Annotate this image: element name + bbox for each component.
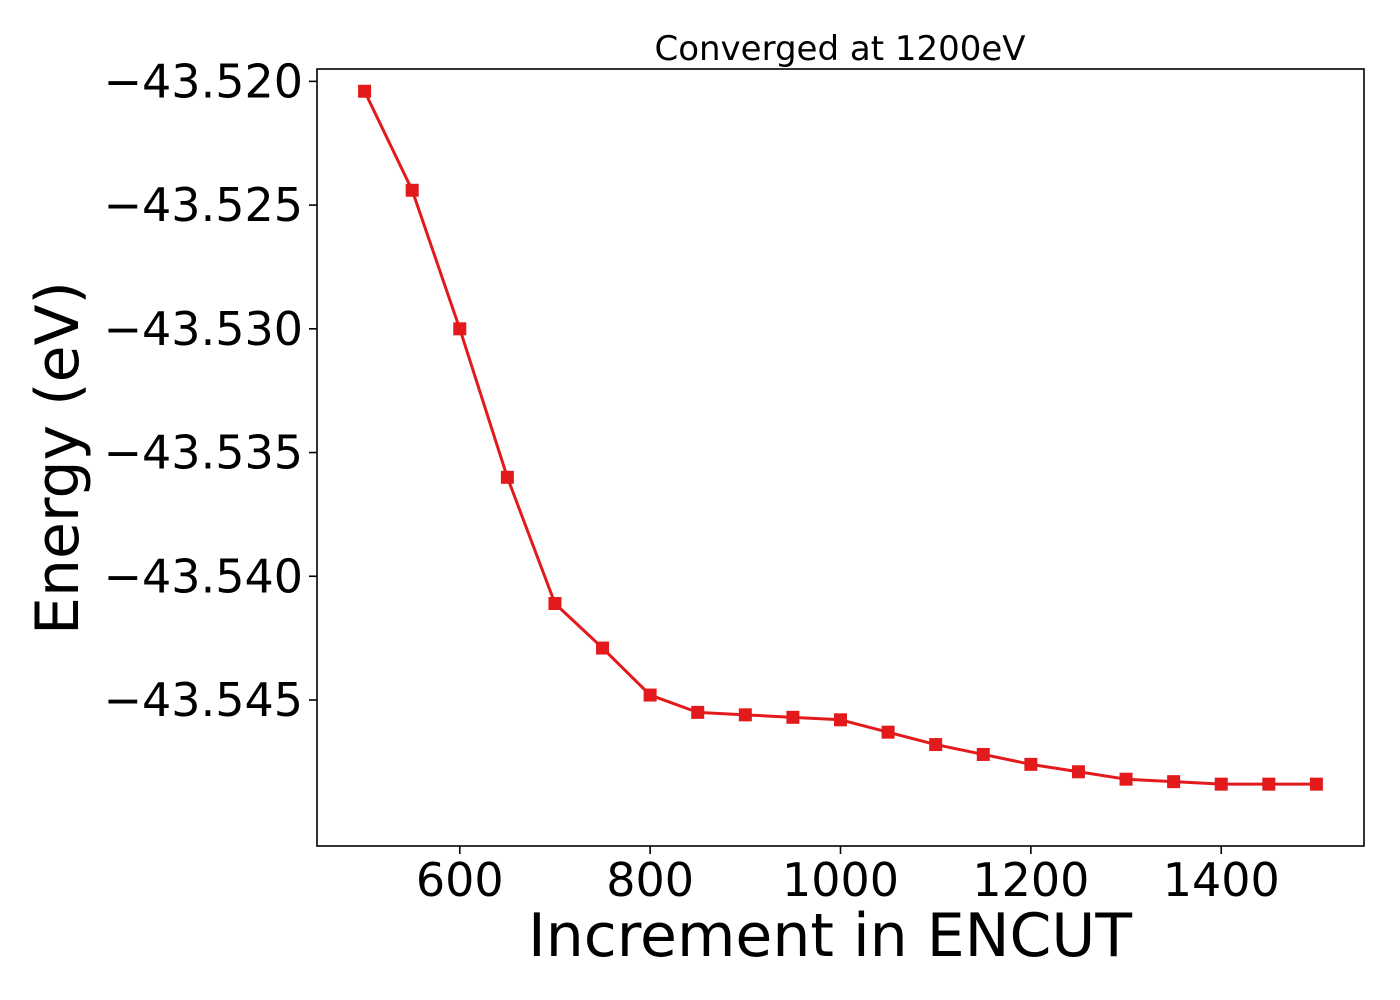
data-point-marker: [1167, 775, 1181, 789]
data-point-marker: [834, 713, 847, 727]
x-tick-label: 1400: [1163, 853, 1280, 907]
data-point-marker: [1024, 757, 1038, 771]
y-tick-label: −43.540: [104, 549, 304, 603]
y-tick-label: −43.535: [104, 426, 304, 480]
x-tick-label: 1000: [782, 853, 899, 907]
data-point-marker: [881, 725, 895, 739]
chart-title: Converged at 1200eV: [654, 29, 1025, 69]
series-line: [363, 90, 1317, 786]
x-tick-label: 1200: [972, 853, 1089, 907]
y-axis-label: Energy (eV): [23, 281, 93, 635]
data-point-marker: [453, 322, 467, 336]
data-point-marker: [929, 738, 943, 752]
series-layer: [358, 84, 1323, 791]
data-point-marker: [596, 641, 610, 655]
y-tick-label: −43.525: [104, 178, 304, 232]
data-point-marker: [548, 596, 562, 610]
data-point-marker: [1262, 777, 1276, 791]
plot-area-frame: [316, 68, 1365, 847]
x-axis-label: Increment in ENCUT: [528, 901, 1132, 971]
y-axis-ticks: −43.520 −43.525 −43.530 −43.535 −43.540 −43.5…: [104, 54, 317, 727]
y-tick-label: −43.530: [104, 302, 304, 356]
x-tick-label: 600: [416, 853, 504, 907]
data-point-marker: [738, 708, 752, 722]
data-point-marker: [358, 84, 372, 98]
data-point-marker: [1071, 765, 1085, 779]
x-axis-ticks: 600 800 1000 1200 1400: [416, 846, 1280, 907]
data-point-marker: [405, 183, 419, 197]
y-tick-label: −43.520: [104, 54, 304, 108]
data-point-marker: [500, 470, 514, 484]
data-point-marker: [1214, 777, 1228, 791]
data-point-marker: [1119, 772, 1133, 786]
data-point-marker: [976, 747, 990, 761]
data-point-marker: [691, 705, 705, 719]
data-point-marker: [1309, 777, 1323, 791]
x-tick-label: 800: [606, 853, 694, 907]
data-point-marker: [643, 688, 657, 702]
y-tick-label: −43.545: [104, 673, 304, 727]
data-point-marker: [786, 710, 800, 724]
